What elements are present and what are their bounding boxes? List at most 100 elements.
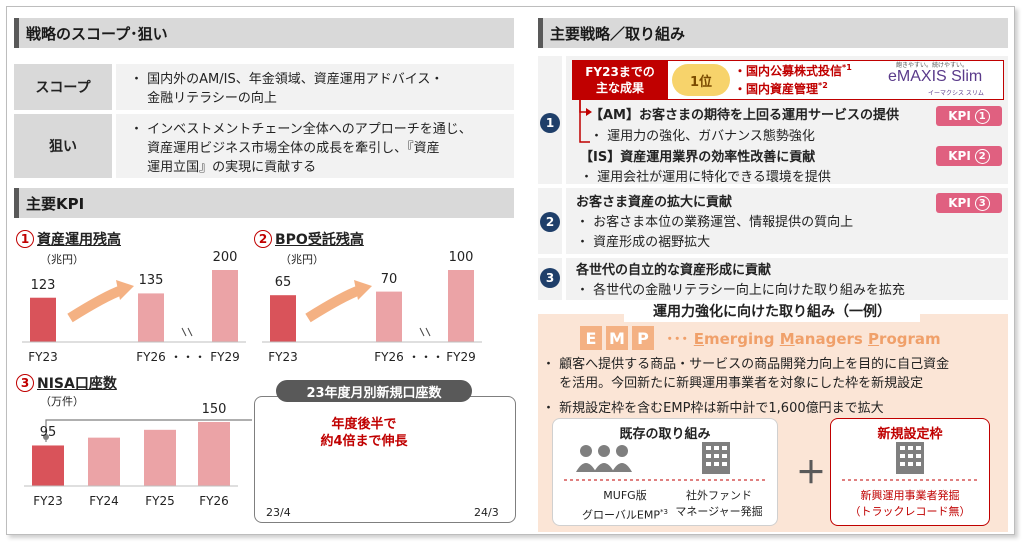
emp-full-e: E <box>693 330 704 348</box>
kpi1-unit: （兆円） <box>40 253 84 266</box>
kpi2-title-text: BPO受託残高 <box>275 232 364 248</box>
aim-label: 狙い <box>14 114 112 178</box>
emp-full-p-rest: rogram <box>879 330 941 348</box>
chart2-value-0: 65 <box>274 275 292 291</box>
kpi3-number: 3 <box>16 374 34 392</box>
kpi2-unit: （兆円） <box>280 253 324 266</box>
aim-body: ・ インベストメントチェーン全体へのアプローチを通じ、 資産運用ビジネス市場全体… <box>116 114 514 178</box>
existing-item-1-text: グローバルEMP <box>582 508 660 522</box>
scope-body: ・ 国内外のAM/IS、年金領域、資産運用アドバイス・ 金融リテラシーの向上 <box>116 64 514 110</box>
kpi-badge-3-text: KPI <box>948 196 971 210</box>
brand-tagline: 飽きやすい。続けやすい。 <box>896 62 969 69</box>
chart3-bar-3 <box>198 422 230 486</box>
chart2-xlabel-0: FY23 <box>268 350 298 364</box>
chart2-xlabel-1: FY26 <box>374 350 404 364</box>
emp-full-m: M <box>779 330 795 348</box>
emp-full-m-rest: anagers <box>794 330 869 348</box>
chart3-xlabel-1: FY24 <box>89 494 119 508</box>
emaxis-logo: eMAXIS Slim <box>888 68 983 85</box>
chart3-xlabel-0: FY23 <box>33 494 63 508</box>
achievement-label-2: 主な成果 <box>595 81 644 95</box>
new-item: 新興運用事業者発掘 （トラックレコード無） <box>832 488 988 520</box>
s2-heading: お客さま資産の拡大に貢献 <box>576 195 733 210</box>
kpi-badge-3: KPI 3 <box>936 193 1002 213</box>
chart2-bar-1 <box>376 291 402 342</box>
chart1-bar-1 <box>138 293 164 342</box>
chart3-bar-1 <box>88 437 120 486</box>
strategy-2-box <box>566 188 1008 254</box>
existing-item-1-sup: *3 <box>660 508 668 516</box>
aim-line-3: 運用立国』の実現に貢献する <box>130 160 317 175</box>
new-title: 新規設定枠 <box>877 427 943 442</box>
existing-item-2: 社外ファンド マネージャー発掘 <box>664 488 774 520</box>
kpi3-unit: （万件） <box>40 395 84 408</box>
achievement-label-1: FY23までの <box>585 65 655 79</box>
existing-item-2-line-2: マネージャー発掘 <box>675 505 763 518</box>
emp-bullet-1-line-1: ・ 顧客へ提供する商品・サービスの商品開発力向上を目的に自己資金 <box>542 357 950 372</box>
s1-bullet-am: ・ 運用力の強化、ガバナンス態勢強化 <box>590 129 815 144</box>
strategy-2-number: 2 <box>540 212 560 232</box>
existing-item-1: MUFG版 グローバルEMP*3 <box>570 488 680 524</box>
achievement-item-2-sup: *2 <box>818 81 828 90</box>
new-building-icon <box>896 442 924 474</box>
s1-bullet-is: ・ 運用会社が運用に特化できる環境を提供 <box>580 170 831 185</box>
chart1-value-2: 200 <box>212 250 238 265</box>
achievement-label: FY23までの 主な成果 <box>572 60 668 100</box>
strategy-3-number: 3 <box>540 268 560 288</box>
chart1-axis-break <box>181 327 193 337</box>
plus-sign: ＋ <box>796 456 826 491</box>
aim-line-2: 資産運用ビジネス市場全体の成長を牽引し、『資産 <box>130 141 440 156</box>
emp-bullet-1: ・ 顧客へ提供する商品・サービスの商品開発力向上を目的に自己資金 を活用。今回新… <box>542 355 949 393</box>
s3-heading: 各世代の自立的な資産形成に貢献 <box>576 263 772 278</box>
emp-full-p: P <box>868 330 880 348</box>
chart1-bar-2 <box>212 270 238 342</box>
chart1-dots: ・・・ <box>169 350 206 364</box>
chart2-growth-arrowhead <box>354 280 372 300</box>
building-icon <box>702 442 730 474</box>
first-place-medal: 1位 <box>672 64 730 96</box>
chart3-bar-0 <box>32 445 64 486</box>
strategy-header-text: 主要戦略／取り組み <box>550 24 686 43</box>
s1-heading-am: 【AM】お客さまの期待を上回る運用サービスの提供 <box>590 108 899 123</box>
strategy-3-box <box>566 258 1008 300</box>
emp-letter-p: P <box>632 326 654 350</box>
kpi-badge-1: KPI 1 <box>936 106 1002 126</box>
kpi1-title-text: 資産運用残高 <box>37 232 121 248</box>
chart3-bar-2 <box>144 429 176 486</box>
kpi2-title: 2 BPO受託残高 <box>254 229 364 249</box>
inset-note-2: 約4倍まで伸長 <box>320 434 408 449</box>
kpi-badge-2-num: 2 <box>974 148 990 164</box>
kpi1-number: 1 <box>16 230 34 248</box>
kpi-badge-2-text: KPI <box>948 149 971 163</box>
kpi-header-text: 主要KPI <box>26 194 85 213</box>
existing-item-1-line-2: グローバルEMP*3 <box>570 504 680 524</box>
scope-header: 戦略のスコープ･狙い <box>14 18 514 48</box>
chart1-xlabel-2: FY29 <box>210 350 240 364</box>
new-item-line-2: （トラックレコード無） <box>849 505 971 518</box>
chart2-axis-break <box>419 327 431 337</box>
chart3-xlabel-2: FY25 <box>145 494 175 508</box>
brand-sub: イーマクシス スリム <box>928 90 984 97</box>
chart2-xlabel-2: FY29 <box>446 350 476 364</box>
kpi2-number: 2 <box>254 230 272 248</box>
chart3-value-0: 95 <box>39 425 57 441</box>
s2-bullet-1: ・ お客さま本位の業務運営、情報提供の質向上 <box>576 215 854 230</box>
existing-item-1-line-1: MUFG版 <box>603 489 647 502</box>
new-item-line-1: 新興運用事業者発掘 <box>860 489 960 502</box>
emp-full-e-rest: merging <box>704 330 780 348</box>
chart1-xlabel-1: FY26 <box>136 350 166 364</box>
achievement-item-1-sup: *1 <box>842 63 852 72</box>
scope-label: スコープ <box>14 64 112 110</box>
inset-note-1: 年度後半で <box>331 417 397 432</box>
kpi-badge-1-num: 1 <box>974 108 990 124</box>
achievement-item-2-text: ・国内資産管理 <box>734 82 819 96</box>
achievement-item-1: ・国内公募株式投信*1 <box>734 62 852 79</box>
achievement-item-2: ・国内資産管理*2 <box>734 80 828 97</box>
chart3-value-3: 150 <box>201 402 227 417</box>
inset-title: 23年度月別新規口座数 <box>276 380 472 402</box>
chart1-xlabel-0: FY23 <box>28 350 58 364</box>
chart1-value-0: 123 <box>30 277 56 293</box>
kpi3-title: 3 NISA口座数 <box>16 373 117 393</box>
